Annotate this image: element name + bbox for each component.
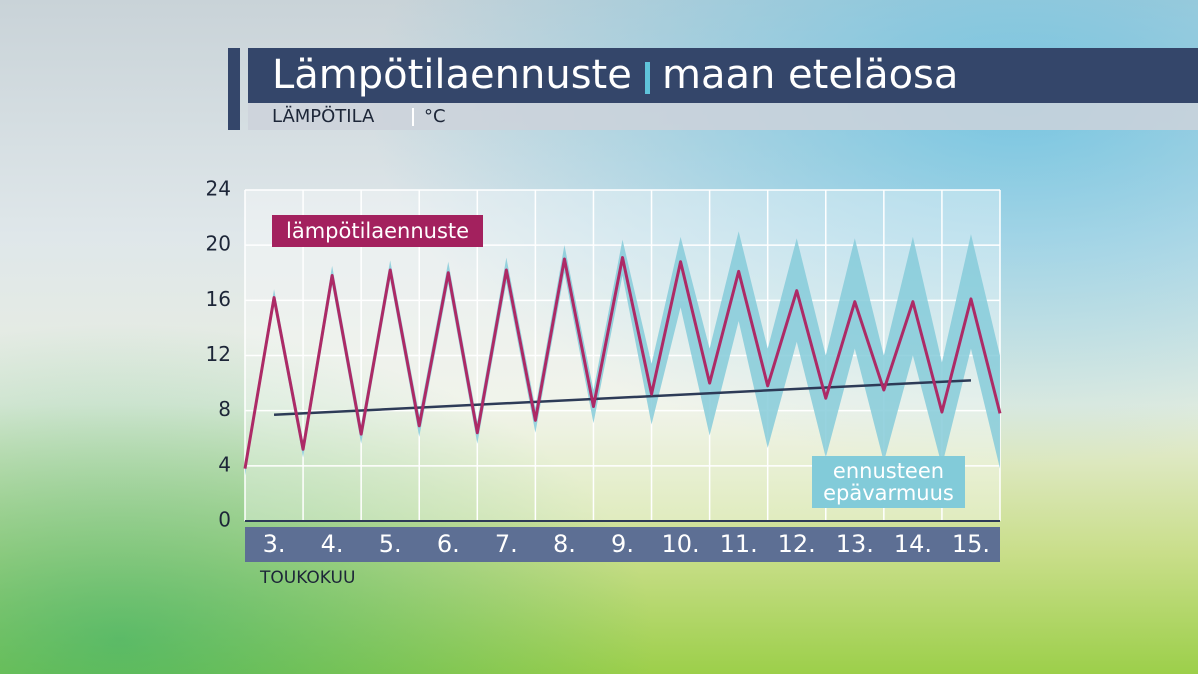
y-axis-unit: °C <box>424 106 446 127</box>
x-tick-label: 9. <box>611 530 634 558</box>
y-tick-label: 4 <box>218 452 231 476</box>
y-axis-label: LÄMPÖTILA <box>272 105 375 127</box>
legend-line: lämpötilaennuste <box>272 215 484 247</box>
x-tick-label: 10. <box>661 530 699 558</box>
trend-line <box>273 379 972 417</box>
y-tick-label: 12 <box>206 342 231 366</box>
temperature-line <box>243 256 1002 469</box>
chart-title: Lämpötilaennuste <box>272 52 632 98</box>
subtitle-bar <box>248 103 1198 130</box>
chart-subtitle: maan eteläosa <box>662 52 958 98</box>
unit-separator <box>412 108 414 126</box>
y-tick-label: 0 <box>218 508 231 532</box>
x-axis-label: TOUKOKUU <box>259 568 355 588</box>
x-tick-label: 14. <box>894 530 932 558</box>
y-tick-label: 8 <box>218 397 231 421</box>
x-tick-label: 6. <box>437 530 460 558</box>
title-separator <box>645 62 650 94</box>
x-tick-label: 15. <box>952 530 990 558</box>
x-tick-label: 5. <box>379 530 402 558</box>
y-tick-label: 24 <box>206 177 231 201</box>
uncertainty-band <box>245 231 1000 476</box>
x-tick-label: 13. <box>836 530 874 558</box>
x-tick-label: 12. <box>778 530 816 558</box>
x-tick-label: 4. <box>321 530 344 558</box>
title-accent <box>228 48 240 130</box>
x-tick-label: 7. <box>495 530 518 558</box>
title-bar <box>248 48 1198 103</box>
legend-band: ennusteen epävarmuus <box>812 456 965 508</box>
x-tick-label: 3. <box>263 530 286 558</box>
y-tick-label: 16 <box>206 287 231 311</box>
x-tick-label: 11. <box>720 530 758 558</box>
x-tick-label: 8. <box>553 530 576 558</box>
x-axis-band <box>245 527 1000 562</box>
y-tick-label: 20 <box>206 232 231 256</box>
